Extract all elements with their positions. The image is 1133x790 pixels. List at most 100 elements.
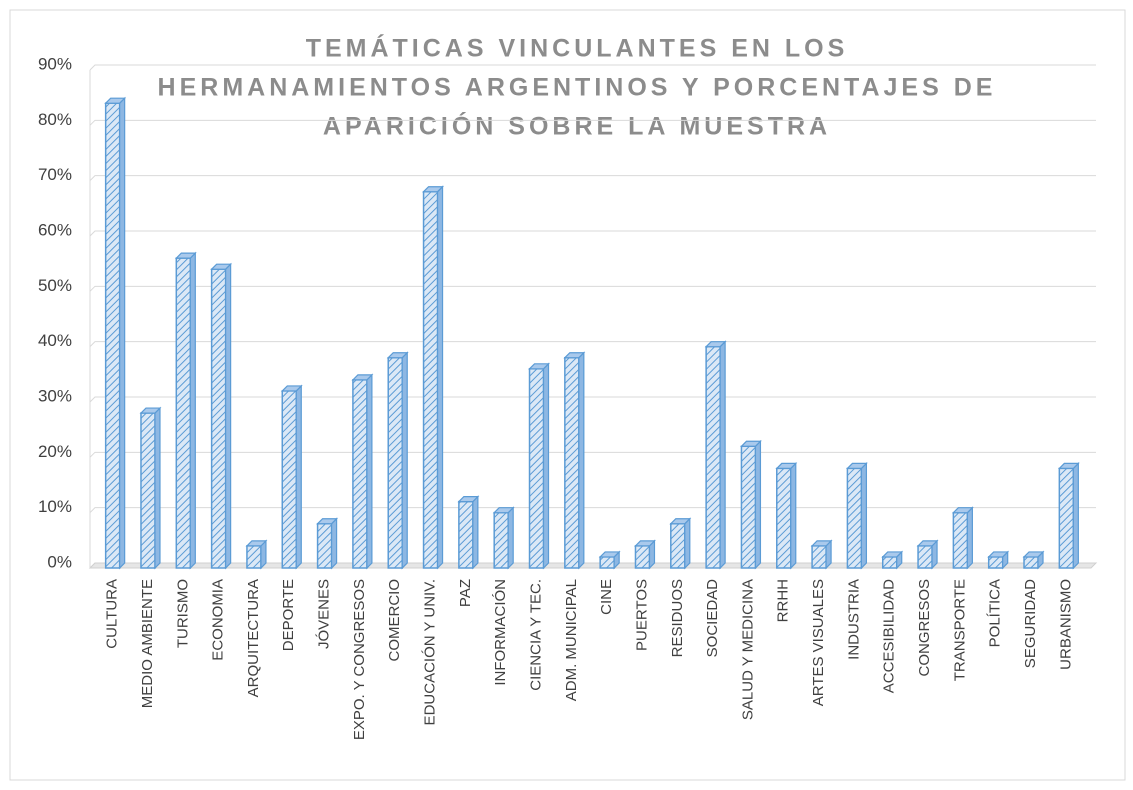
y-tick-label: 70% bbox=[38, 165, 72, 184]
y-tick-label: 10% bbox=[38, 497, 72, 516]
x-tick-label: PAZ bbox=[457, 579, 474, 607]
bar bbox=[810, 539, 833, 570]
bar-side bbox=[790, 461, 797, 570]
y-tick-label: 0% bbox=[47, 552, 72, 571]
x-tick-label: DEPORTE bbox=[280, 579, 297, 651]
bar-top bbox=[598, 551, 621, 558]
bar-side bbox=[119, 96, 126, 570]
x-tick-label: POLÍTICA bbox=[987, 579, 1004, 647]
bar-front bbox=[599, 556, 615, 569]
x-tick-label: SOCIEDAD bbox=[704, 579, 721, 658]
bar-side bbox=[154, 406, 161, 570]
bar-front bbox=[811, 545, 827, 569]
bar-side bbox=[1072, 461, 1079, 570]
x-tick-label: INDUSTRIA bbox=[845, 579, 862, 660]
x-tick-label: EXPO. Y CONGRESOS bbox=[351, 579, 368, 740]
x-tick-label: URBANISMO bbox=[1057, 579, 1074, 670]
bar bbox=[951, 506, 974, 570]
bar-top bbox=[775, 462, 798, 469]
bar-front bbox=[528, 368, 545, 569]
bar bbox=[987, 550, 1010, 570]
bar-front bbox=[917, 545, 933, 569]
bar bbox=[775, 461, 798, 570]
x-tick-label: TRANSPORTE bbox=[951, 579, 968, 681]
x-tick-label: SALUD Y MEDICINA bbox=[739, 579, 756, 720]
floor bbox=[88, 562, 1098, 569]
bar-top bbox=[881, 551, 904, 558]
chart-title: TEMÁTICAS VINCULANTES EN LOS bbox=[306, 34, 849, 63]
grid-line bbox=[89, 175, 1096, 182]
bar-side bbox=[860, 461, 868, 570]
chart-title: APARICIÓN SOBRE LA MUESTRA bbox=[323, 111, 831, 141]
x-tick-label: INFORMACIÓN bbox=[492, 579, 509, 686]
grid-line bbox=[89, 285, 1096, 292]
grid-line bbox=[89, 119, 1096, 126]
bar-front bbox=[564, 356, 580, 569]
bar-front bbox=[422, 190, 439, 569]
bar-front bbox=[493, 511, 509, 569]
x-tick-label: MEDIO AMBIENTE bbox=[139, 579, 156, 708]
bar-side bbox=[401, 351, 408, 570]
bar-side bbox=[330, 517, 338, 570]
bar-front bbox=[281, 390, 298, 569]
bar-front bbox=[1058, 467, 1075, 569]
bar-front bbox=[634, 545, 651, 569]
y-tick-label: 20% bbox=[38, 442, 72, 461]
grid-line bbox=[89, 230, 1096, 237]
bar-top bbox=[316, 518, 339, 525]
x-tick-label: COMERCIO bbox=[386, 579, 403, 662]
bar bbox=[845, 461, 868, 570]
bar-front bbox=[670, 522, 686, 569]
bar-front bbox=[458, 500, 474, 569]
bar bbox=[739, 439, 762, 570]
bar bbox=[1022, 550, 1045, 570]
y-tick-label: 80% bbox=[38, 110, 72, 129]
bar bbox=[1057, 461, 1080, 570]
grid-line bbox=[89, 451, 1096, 458]
grid-line bbox=[89, 64, 1096, 71]
bar-side bbox=[578, 351, 585, 570]
x-tick-label: RRHH bbox=[775, 579, 792, 622]
x-tick-label: CULTURA bbox=[104, 579, 121, 649]
bar-top bbox=[563, 352, 586, 359]
bar-side bbox=[436, 185, 444, 570]
y-tick-label: 90% bbox=[38, 54, 72, 73]
bar-top bbox=[492, 507, 515, 514]
bar-top bbox=[280, 385, 303, 392]
bar bbox=[174, 251, 197, 570]
grid-line bbox=[89, 396, 1096, 403]
bar-front bbox=[140, 412, 156, 569]
bar-side bbox=[684, 517, 691, 570]
bar-front bbox=[352, 379, 368, 569]
bar-top bbox=[386, 352, 409, 359]
bar-top bbox=[987, 551, 1010, 558]
bar-top bbox=[104, 97, 127, 104]
bar-front bbox=[987, 556, 1004, 569]
bar-top bbox=[457, 496, 480, 503]
bar-top bbox=[210, 263, 233, 270]
chart-title: HERMANAMIENTOS ARGENTINOS Y PORCENTAJES … bbox=[158, 74, 997, 102]
bar-top bbox=[174, 252, 197, 259]
bar bbox=[422, 185, 445, 570]
bar bbox=[386, 351, 409, 570]
bar-front bbox=[104, 102, 121, 569]
bar-front bbox=[740, 445, 757, 569]
bar-front bbox=[776, 467, 792, 569]
bar-front bbox=[881, 556, 898, 569]
bar-front bbox=[846, 467, 863, 569]
x-tick-label: JÓVENES bbox=[316, 579, 333, 649]
bar-front bbox=[316, 522, 333, 569]
bar-front bbox=[1023, 556, 1039, 569]
bar-side bbox=[719, 340, 726, 570]
bar-top bbox=[634, 540, 656, 547]
x-tick-label: ARQUITECTURA bbox=[245, 579, 262, 697]
bar bbox=[598, 550, 621, 570]
bar-front bbox=[705, 345, 721, 569]
grid-line bbox=[89, 341, 1096, 348]
x-tick-label: ACCESIBILIDAD bbox=[881, 579, 898, 693]
bar-side bbox=[507, 506, 514, 570]
bar bbox=[916, 539, 939, 570]
x-tick-label: CINE bbox=[598, 579, 615, 615]
x-tick-label: RESIDUOS bbox=[669, 579, 686, 657]
